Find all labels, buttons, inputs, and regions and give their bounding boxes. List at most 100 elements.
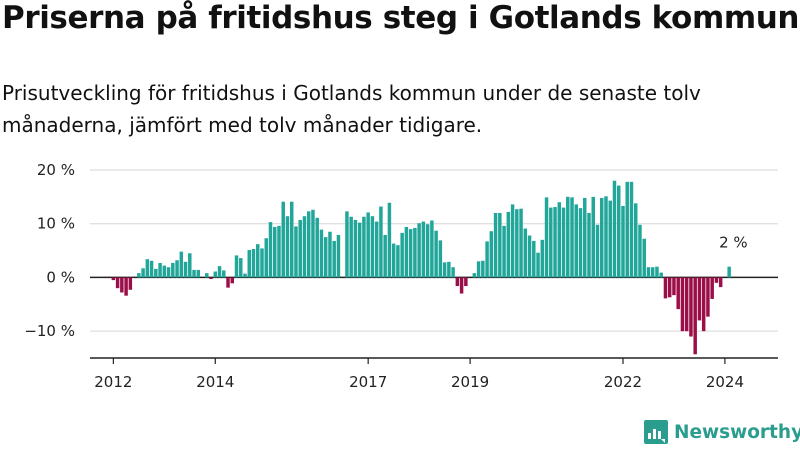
bar xyxy=(289,201,294,278)
bar xyxy=(273,226,277,278)
bar xyxy=(638,224,642,278)
bar xyxy=(311,209,315,278)
bar xyxy=(353,219,358,278)
brand-logo: Newsworthy xyxy=(644,418,800,446)
bar xyxy=(413,228,417,278)
bar xyxy=(243,273,247,278)
bar xyxy=(553,207,557,278)
bar xyxy=(391,243,396,278)
bar xyxy=(328,231,332,278)
bar xyxy=(621,205,625,278)
bar-chart-logo-icon xyxy=(644,420,668,444)
bar xyxy=(281,201,285,278)
bar xyxy=(400,232,404,278)
bar xyxy=(175,260,179,278)
x-tick-label: 2017 xyxy=(349,373,387,391)
bar xyxy=(145,259,150,278)
bar xyxy=(472,273,477,278)
chart-subtitle: Prisutveckling för fritidshus i Gotlands… xyxy=(2,81,701,137)
x-tick-label: 2012 xyxy=(94,373,132,391)
bar xyxy=(370,216,375,278)
bar xyxy=(196,269,201,278)
bar-series xyxy=(111,180,731,355)
x-tick-label: 2024 xyxy=(706,373,744,391)
bar xyxy=(718,277,723,288)
bar xyxy=(655,266,659,278)
bar xyxy=(591,196,595,278)
bar xyxy=(277,225,281,278)
data-label: 2 % xyxy=(719,234,748,252)
bar xyxy=(523,228,528,278)
bar xyxy=(481,260,485,278)
bar xyxy=(676,277,680,310)
bar xyxy=(600,197,604,278)
bar xyxy=(251,248,256,278)
bar xyxy=(141,268,145,278)
bar xyxy=(727,266,731,278)
bar xyxy=(421,221,426,278)
bar xyxy=(188,253,192,278)
bar xyxy=(383,234,387,278)
bar xyxy=(544,197,549,278)
bar xyxy=(532,240,536,278)
bar xyxy=(345,211,349,278)
bar xyxy=(612,180,617,278)
bar xyxy=(158,262,162,278)
bar xyxy=(633,203,638,278)
bar xyxy=(115,277,120,289)
x-axis: 2012 2014 2017 2019 2022 2024 xyxy=(90,357,778,391)
bar xyxy=(387,202,392,278)
y-tick-label: 10 % xyxy=(37,215,75,233)
bar xyxy=(323,237,328,278)
bar xyxy=(209,277,213,280)
bar xyxy=(451,267,455,278)
bar xyxy=(489,231,494,278)
bar xyxy=(425,224,430,278)
bar xyxy=(464,277,468,287)
bar xyxy=(315,217,319,278)
bar xyxy=(536,252,540,278)
bar xyxy=(566,196,570,278)
bar xyxy=(646,267,651,278)
bar xyxy=(408,229,413,278)
bar xyxy=(438,240,443,278)
bar xyxy=(570,197,574,278)
bar xyxy=(587,212,591,278)
bar xyxy=(171,262,175,278)
bar xyxy=(442,262,447,278)
y-tick-label: 0 % xyxy=(46,268,75,286)
bar xyxy=(510,204,515,278)
bar xyxy=(417,223,421,278)
bar xyxy=(672,277,676,296)
bar xyxy=(710,277,714,299)
bar xyxy=(294,226,298,278)
bar xyxy=(379,206,383,278)
x-tick-label: 2014 xyxy=(196,373,234,391)
bar xyxy=(226,277,230,288)
bar xyxy=(217,266,222,278)
bar xyxy=(642,238,646,278)
bar xyxy=(659,272,663,278)
bar xyxy=(493,212,498,278)
bar xyxy=(124,277,128,296)
brand-name: Newsworthy xyxy=(674,421,800,443)
bar xyxy=(459,277,464,294)
bar xyxy=(714,277,719,283)
bar xyxy=(256,244,260,278)
y-tick-label: −10 % xyxy=(24,322,75,340)
bar xyxy=(574,204,579,278)
bar xyxy=(404,226,409,278)
bar xyxy=(213,271,218,278)
bar xyxy=(396,245,400,278)
bar xyxy=(697,277,702,321)
bar xyxy=(663,277,668,299)
bar xyxy=(264,238,268,278)
bar xyxy=(230,277,235,284)
bar xyxy=(549,207,553,278)
bar xyxy=(561,207,566,278)
bar xyxy=(455,277,460,287)
bar xyxy=(476,261,481,278)
x-tick-label: 2019 xyxy=(451,373,489,391)
bar xyxy=(684,277,689,332)
